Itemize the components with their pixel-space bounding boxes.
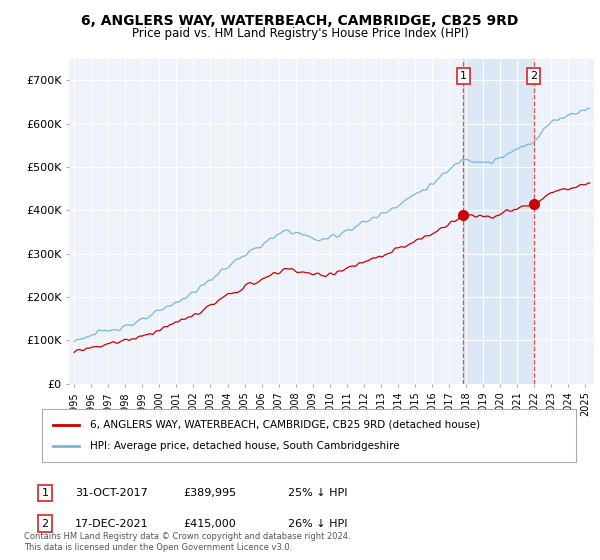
Bar xyxy=(463,59,533,384)
Text: 26% ↓ HPI: 26% ↓ HPI xyxy=(288,519,347,529)
Text: 1: 1 xyxy=(460,71,467,81)
Text: 6, ANGLERS WAY, WATERBEACH, CAMBRIDGE, CB25 9RD: 6, ANGLERS WAY, WATERBEACH, CAMBRIDGE, C… xyxy=(82,14,518,28)
Text: 2: 2 xyxy=(530,71,537,81)
Text: Price paid vs. HM Land Registry's House Price Index (HPI): Price paid vs. HM Land Registry's House … xyxy=(131,27,469,40)
Text: £389,995: £389,995 xyxy=(183,488,236,498)
Text: 17-DEC-2021: 17-DEC-2021 xyxy=(75,519,149,529)
Text: 2: 2 xyxy=(41,519,49,529)
Text: 1: 1 xyxy=(41,488,49,498)
Text: HPI: Average price, detached house, South Cambridgeshire: HPI: Average price, detached house, Sout… xyxy=(90,441,400,451)
Text: Contains HM Land Registry data © Crown copyright and database right 2024.
This d: Contains HM Land Registry data © Crown c… xyxy=(24,532,350,552)
Text: 25% ↓ HPI: 25% ↓ HPI xyxy=(288,488,347,498)
Text: £415,000: £415,000 xyxy=(183,519,236,529)
Text: 6, ANGLERS WAY, WATERBEACH, CAMBRIDGE, CB25 9RD (detached house): 6, ANGLERS WAY, WATERBEACH, CAMBRIDGE, C… xyxy=(90,420,480,430)
Text: 31-OCT-2017: 31-OCT-2017 xyxy=(75,488,148,498)
